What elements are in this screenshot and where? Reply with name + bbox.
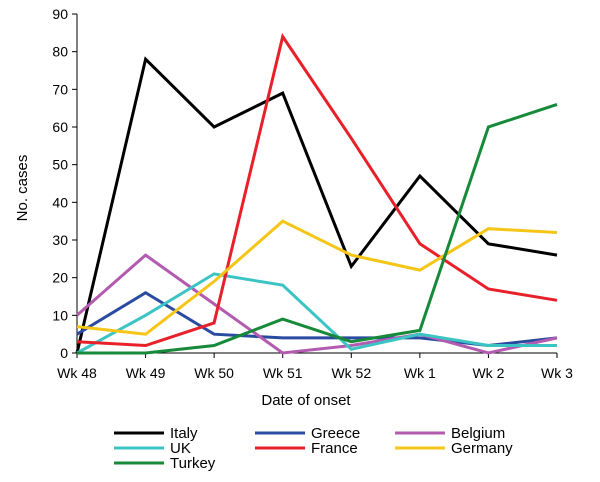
legend-item-greece: Greece: [255, 425, 360, 442]
legend-item-turkey: Turkey: [114, 455, 216, 472]
x-tick-label: Wk 48: [57, 365, 97, 381]
x-axis-label: Date of onset: [261, 392, 351, 409]
legend-label: Greece: [311, 425, 360, 442]
series-line-germany: [76, 219, 558, 336]
y-tick-label: 0: [60, 345, 68, 361]
series-line-italy: [75, 56, 558, 354]
x-tick-label: Wk 3: [541, 365, 573, 381]
legend-item-france: France: [255, 440, 358, 457]
y-tick-label: 80: [52, 44, 68, 60]
legend-label: UK: [170, 440, 191, 457]
axes: 0 10 20 30 40 50 60 70 80 90 Wk 48 Wk 49 Wk 50 Wk 51 W…: [52, 6, 573, 381]
x-tick-label: Wk 2: [472, 365, 504, 381]
series-line-turkey: [77, 102, 558, 355]
legend-item-uk: UK: [114, 440, 191, 457]
y-tick-label: 70: [52, 81, 68, 97]
y-tick-label: 40: [52, 194, 68, 210]
y-axis-label: No. cases: [14, 155, 31, 222]
legend-label: Italy: [170, 425, 198, 442]
legend-label: Belgium: [451, 425, 505, 442]
x-tick-label: Wk 52: [331, 365, 371, 381]
series-line-uk: [76, 272, 557, 355]
x-tick-label: Wk 49: [126, 365, 166, 381]
legend-item-belgium: Belgium: [395, 425, 505, 442]
legend-label: Germany: [451, 440, 513, 457]
y-tick-label: 30: [52, 232, 68, 248]
y-tick-label: 90: [52, 6, 68, 22]
x-tick-label: Wk 1: [404, 365, 436, 381]
x-tick-label: Wk 51: [263, 365, 303, 381]
y-tick-label: 10: [52, 307, 68, 323]
series-lines: [75, 32, 558, 355]
series-line-france: [76, 32, 558, 348]
y-tick-label: 20: [52, 270, 68, 286]
x-tick-label: Wk 50: [194, 365, 234, 381]
legend-label: Turkey: [170, 455, 216, 472]
series-line-belgium: [76, 253, 558, 355]
y-tick-label: 50: [52, 157, 68, 173]
y-tick-label: 60: [52, 119, 68, 135]
legend-label: France: [311, 440, 358, 457]
legend-item-italy: Italy: [114, 425, 198, 442]
legend: Italy Greece Belgium UK France Germany Turkey: [114, 425, 513, 472]
legend-item-germany: Germany: [395, 440, 513, 457]
